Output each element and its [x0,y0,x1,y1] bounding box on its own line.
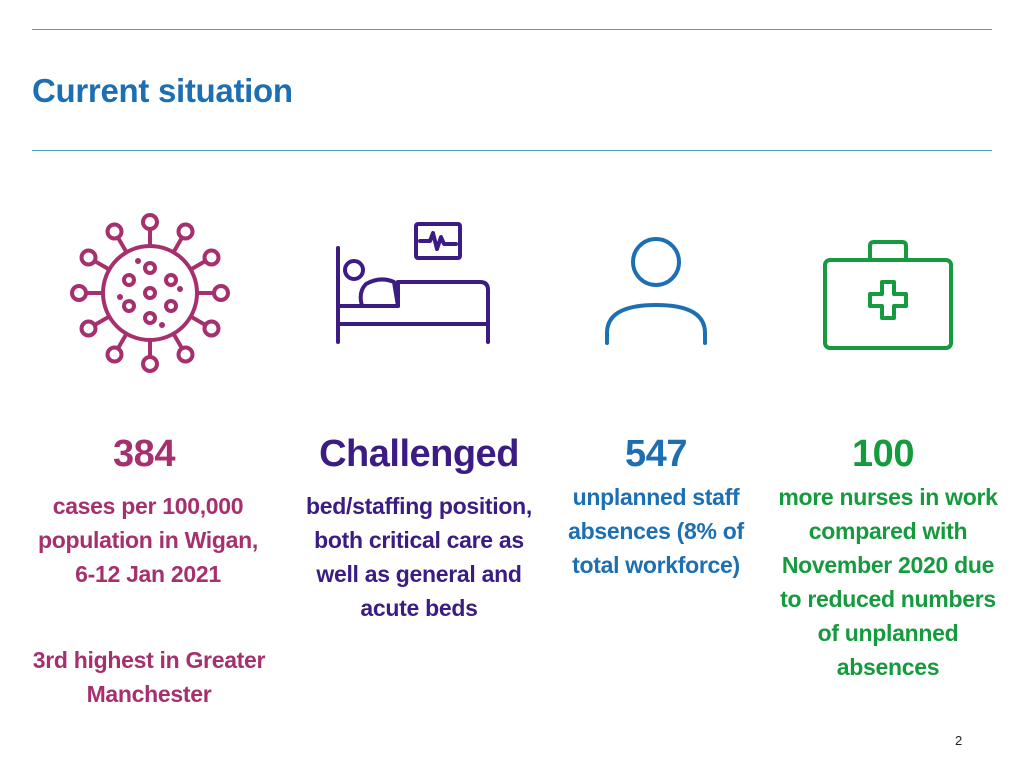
hospital-bed-icon [336,222,490,344]
stat-text-beds: bed/staffing position, both critical car… [306,493,532,621]
stat-text-cases: cases per 100,000 population in Wigan, 6… [38,493,258,587]
slide-title: Current situation [32,72,293,109]
medical-kit-icon [823,240,953,350]
virus-icon [70,213,230,373]
stat-value-nurses: 100 [852,433,914,475]
stat-text-nurses: more nurses in work compared with Novemb… [778,484,998,680]
title-divider [32,150,992,151]
stat-value-absences: 547 [625,433,687,475]
top-divider [32,29,992,30]
page-number: 2 [955,733,963,748]
stat-value-beds: Challenged [319,433,519,475]
person-icon [605,237,707,345]
stat-extra-ranking: 3rd highest in Greater Manchester [32,647,266,707]
stat-text-absences: unplanned staff absences (8% of total wo… [568,484,744,578]
stat-value-cases: 384 [113,433,175,475]
